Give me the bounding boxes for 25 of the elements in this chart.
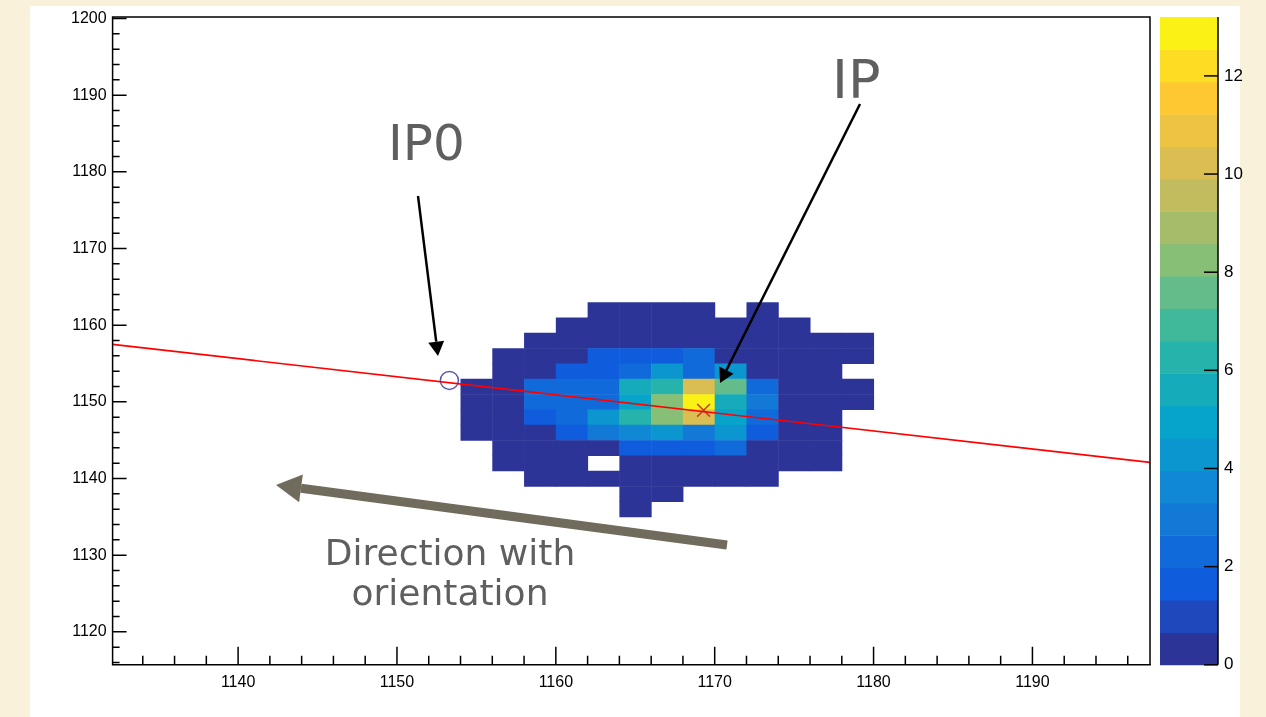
annotation: IP — [832, 48, 881, 111]
y-tick-label: 1160 — [72, 315, 107, 333]
y-tick-label: 1120 — [72, 622, 107, 640]
x-tick-label: 1150 — [379, 672, 415, 690]
y-tick-label: 1200 — [71, 8, 107, 26]
color-bar-label: 4 — [1224, 458, 1234, 478]
annotation: Direction with orientation — [323, 532, 577, 613]
y-tick-label: 1150 — [72, 392, 107, 410]
color-bar-label: 2 — [1224, 556, 1234, 576]
x-tick-label: 1140 — [220, 672, 256, 690]
y-tick-label: 1180 — [72, 162, 107, 180]
color-bar-label: 10 — [1224, 163, 1243, 183]
x-tick-label: 1190 — [1015, 672, 1050, 690]
color-bar-label: 12 — [1224, 65, 1243, 85]
color-bar-label: 6 — [1224, 360, 1234, 380]
y-tick-label: 1170 — [72, 238, 107, 256]
x-tick-label: 1170 — [697, 672, 733, 690]
y-tick-label: 1130 — [72, 545, 107, 563]
annotation: IP0 — [388, 114, 465, 172]
y-tick-label: 1140 — [72, 468, 107, 486]
x-tick-label: 1180 — [856, 672, 891, 690]
color-bar-label: 8 — [1224, 261, 1234, 281]
color-bar-label: 0 — [1224, 654, 1234, 674]
y-tick-label: 1190 — [72, 85, 107, 103]
x-tick-label: 1160 — [538, 672, 574, 690]
